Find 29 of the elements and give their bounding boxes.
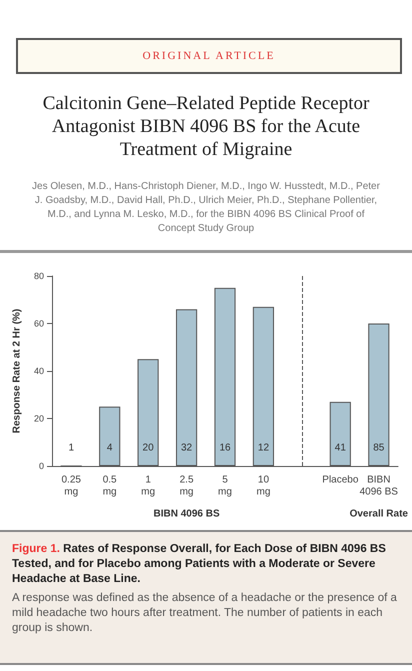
annotation: 12 xyxy=(258,442,270,454)
y-axis-title: Response Rate at 2 Hr (%) xyxy=(12,308,22,434)
x-tick-label: 2.5 mg xyxy=(180,474,194,498)
y-tick-label: 80 xyxy=(34,271,44,281)
annotation: 16 xyxy=(219,442,231,454)
text: BIBN 4096 BS xyxy=(153,508,220,520)
annotation: 32 xyxy=(180,442,193,454)
annotation: 1 xyxy=(68,442,74,454)
y-tick-label: 60 xyxy=(34,318,44,328)
x-tick-label: Placebo xyxy=(322,474,359,486)
y-tick-label: 0 xyxy=(38,461,44,471)
annotation: 20 xyxy=(142,442,154,454)
x-tick-label: 1 mg xyxy=(141,474,156,498)
x-tick-label: 0.25 mg xyxy=(61,474,82,498)
annotation: 4 xyxy=(106,442,113,454)
x-tick-label: 0.5 mg xyxy=(102,474,118,498)
text: A response was defined as the absence of a headache or the presence of a mild headache two hours after treatment. The number of patients in each group is shown. xyxy=(12,591,398,636)
x-tick-label: BIBN 4096 BS xyxy=(360,474,398,498)
chart-title: Calcitonin Gene–Related Peptide Receptor Antagonist BIBN 4096 BS for the Acute Treatment of Migraine xyxy=(42,92,370,161)
annotation: 41 xyxy=(334,442,346,454)
text: ORIGINAL ARTICLE xyxy=(142,50,276,62)
y-tick-label: 40 xyxy=(34,366,44,376)
chart-subtitle: Jes Olesen, M.D., Hans-Christoph Diener, M.D., Ingo W. Husstedt, M.D., Peter J. Goadsby, M.D., David Hall, Ph.D., Ulrich Meier, Ph.D., Stephane Pollentier, M.D., and Lynna M. Lesko, M.D., for the BIBN 4096 BS Clinical Proof of Concept Study Group xyxy=(31,180,381,236)
y-tick-label: 20 xyxy=(34,414,44,424)
x-tick-label: 10 mg xyxy=(256,474,270,498)
caption: Figure 1. xyxy=(12,543,60,555)
annotation: 85 xyxy=(373,442,385,454)
x-tick-label: 5 mg xyxy=(218,474,232,498)
text: Overall Rate xyxy=(350,508,408,520)
